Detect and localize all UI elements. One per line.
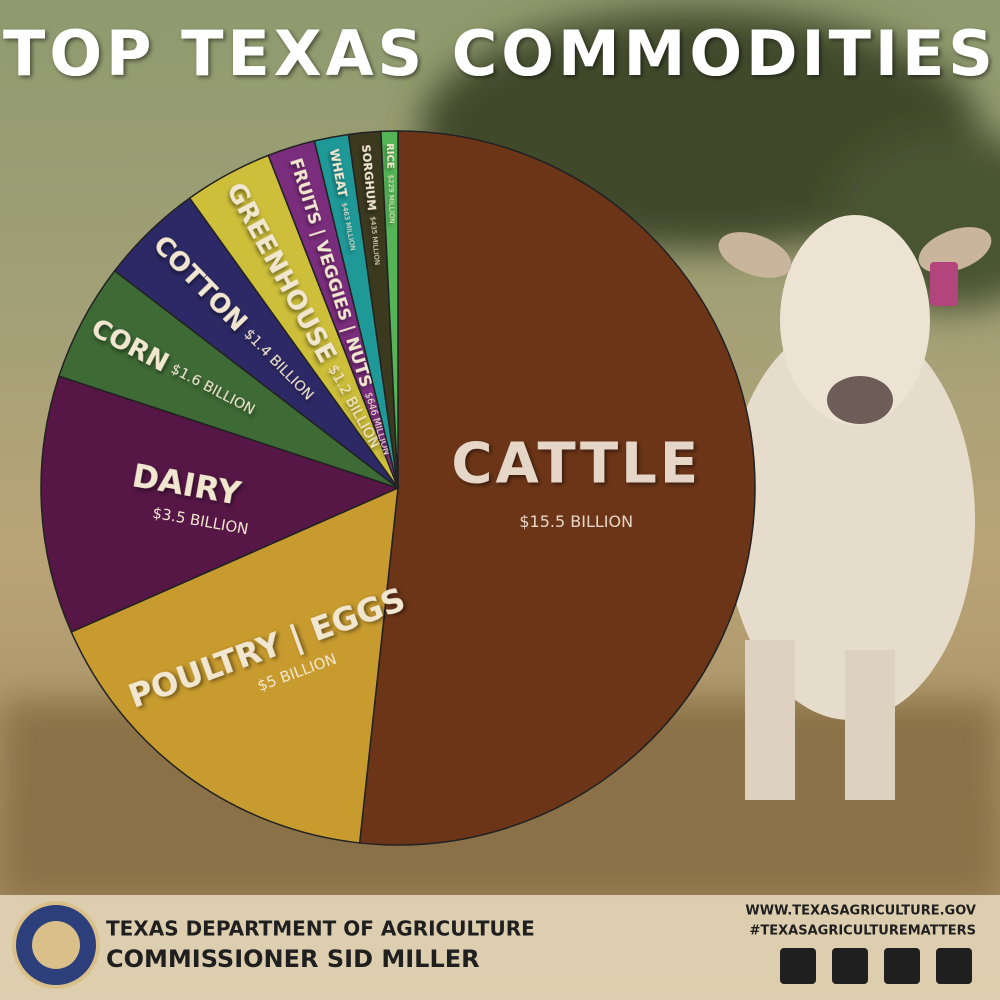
slice-label: RICE (384, 143, 396, 169)
chart-title: TOP TEXAS COMMODITIES (3, 17, 997, 90)
website[interactable]: WWW.TEXASAGRICULTURE.GOV (745, 904, 976, 919)
facebook-icon[interactable] (780, 948, 816, 984)
slice-value-label: $15.5 BILLION (519, 512, 633, 531)
youtube-icon[interactable] (936, 948, 972, 984)
instagram-icon[interactable] (884, 948, 920, 984)
pie-slice (40, 375, 401, 633)
agency-name: TEXAS DEPARTMENT OF AGRICULTURE (106, 917, 535, 941)
slice-value-label: $229 MILLION (386, 175, 395, 224)
slice-label: SORGHUM (359, 144, 379, 211)
slice-label: CATTLE (451, 432, 701, 497)
cow (718, 215, 992, 800)
pie-slice (70, 486, 399, 844)
seal-inner (32, 921, 80, 969)
footer: TEXAS DEPARTMENT OF AGRICULTURE COMMISSI… (0, 895, 1000, 1000)
twitter-icon[interactable] (832, 948, 868, 984)
slice-label-group: RICE $229 MILLION (384, 143, 397, 224)
pie-slice (380, 130, 399, 489)
commissioner: COMMISSIONER SID MILLER (106, 945, 480, 973)
hashtag: #TEXASAGRICULTUREMATTERS (750, 924, 976, 939)
pie-slice (358, 130, 756, 846)
